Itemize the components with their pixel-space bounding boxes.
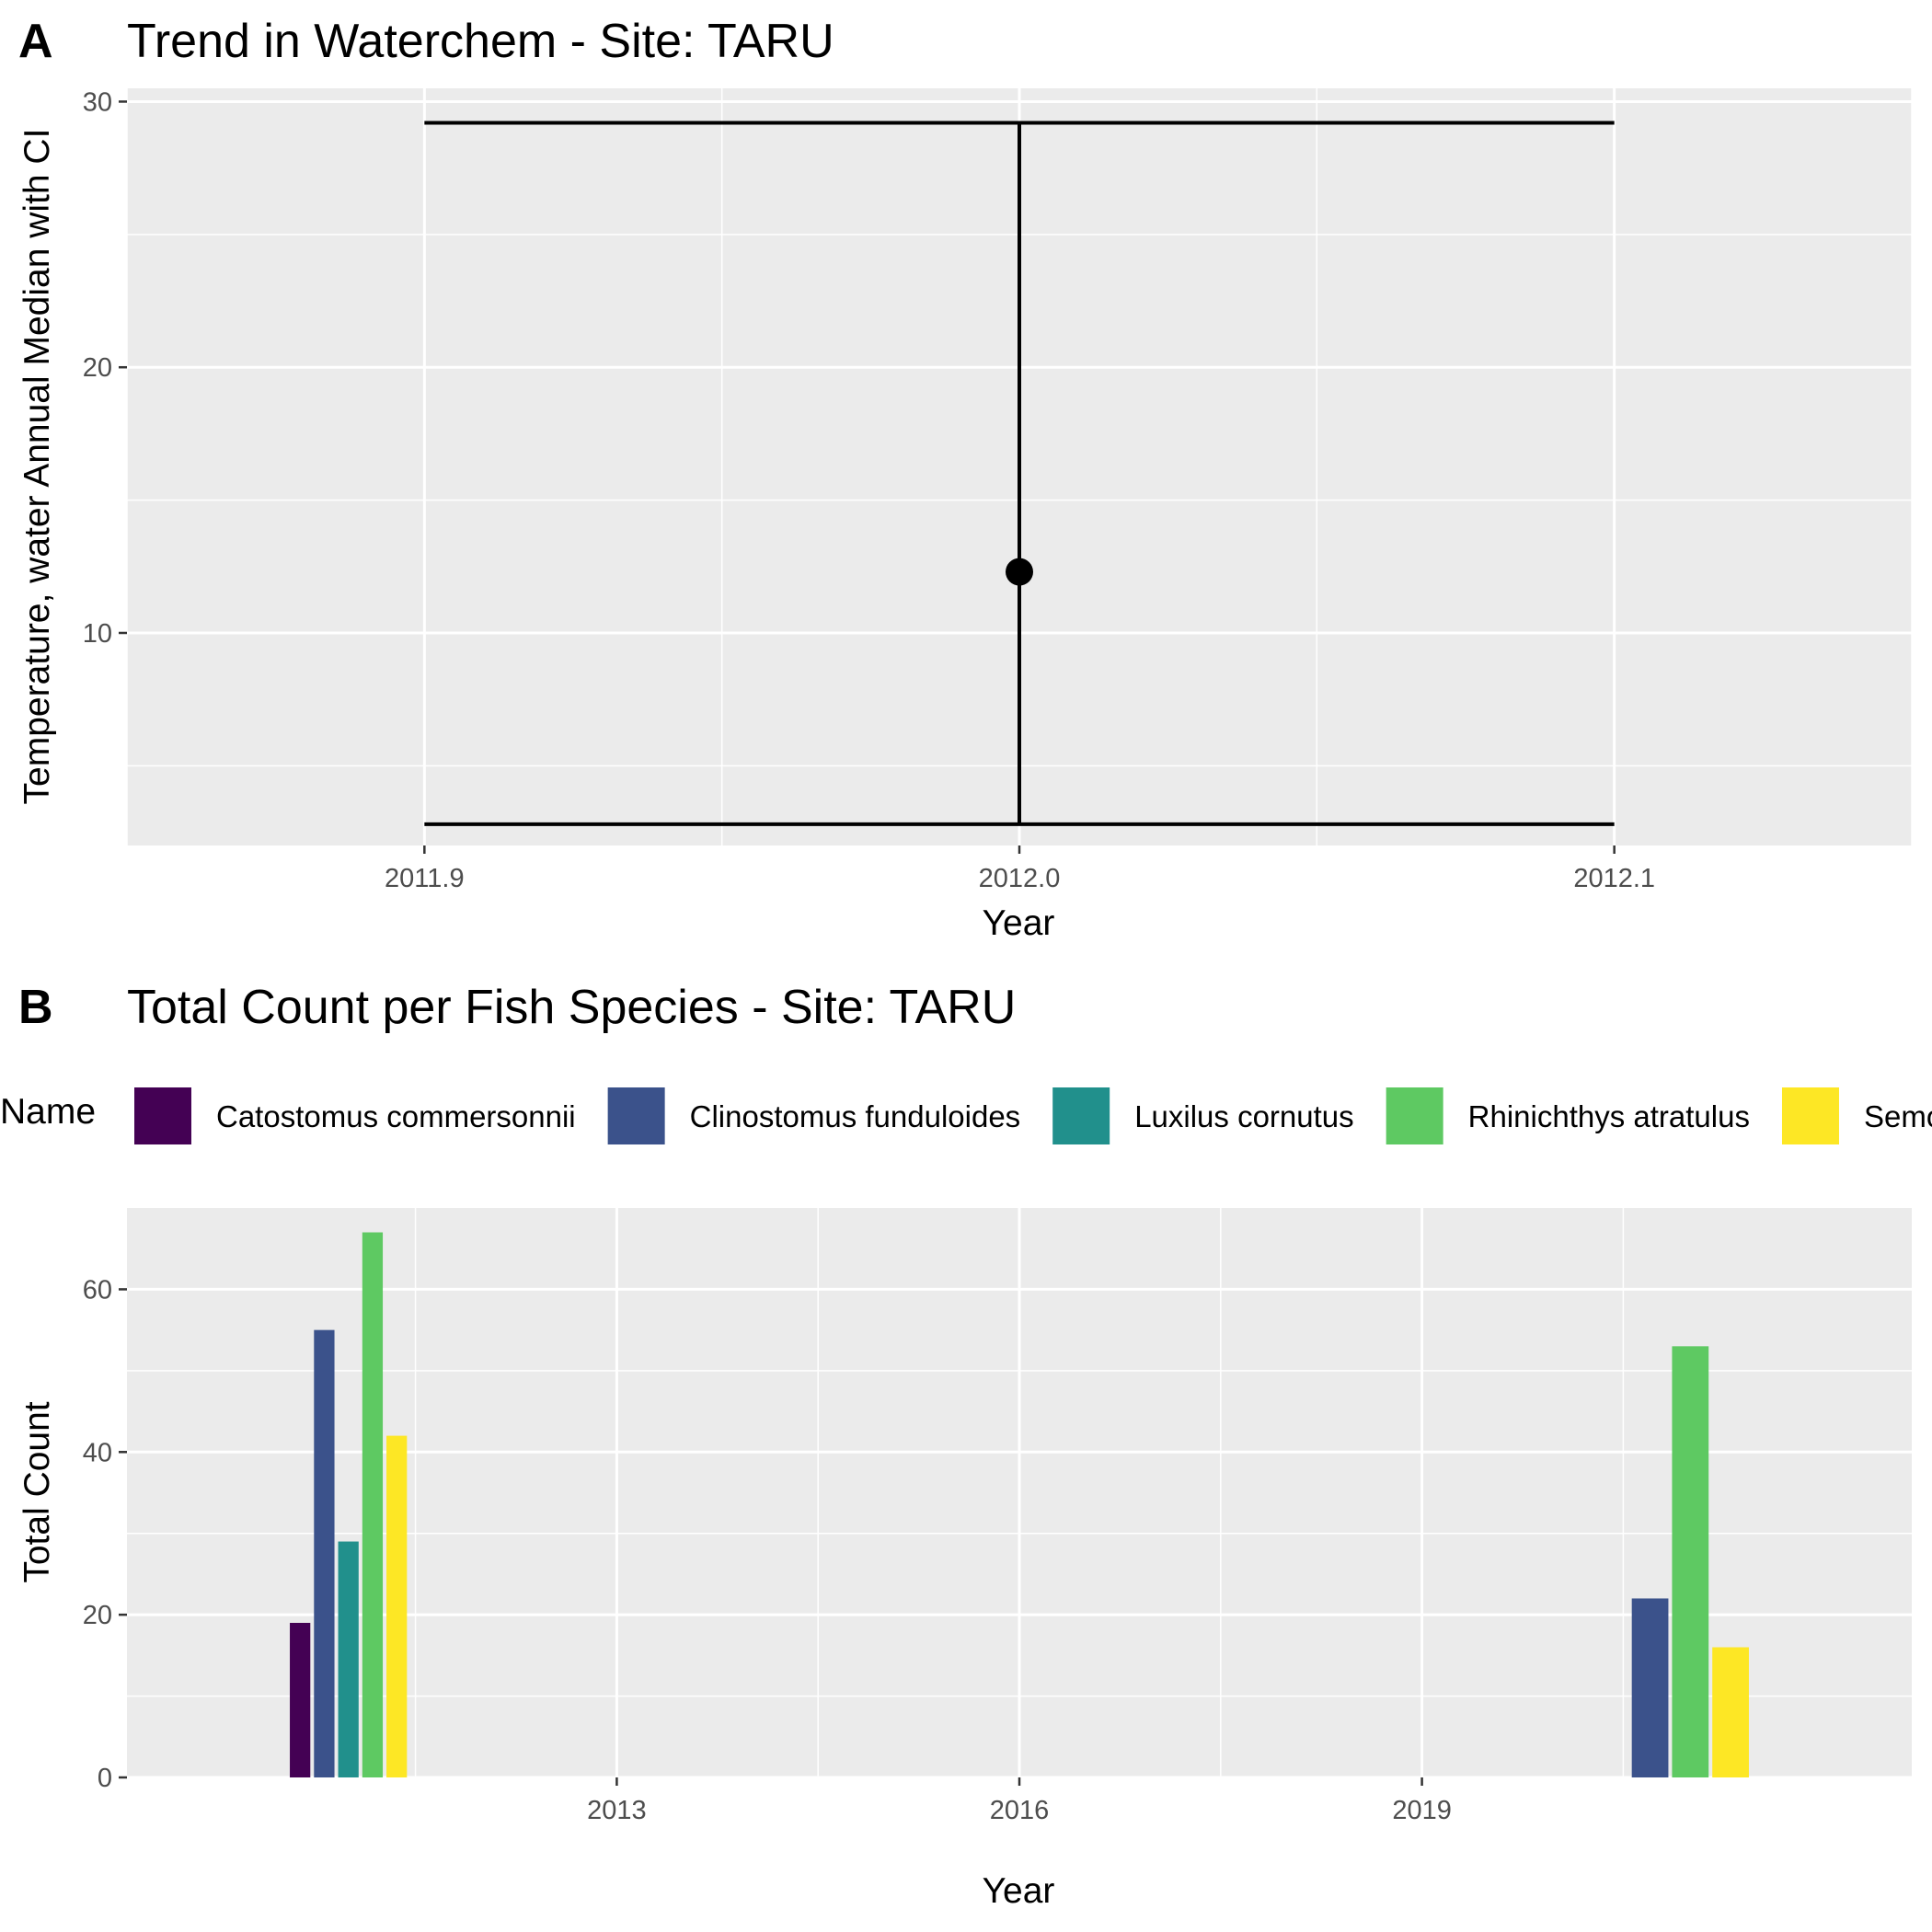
bar [314, 1329, 335, 1777]
y-tick-label: 40 [83, 1438, 112, 1467]
panel-b-axes: 2013 2016 2019 0 20 40 60 [83, 1275, 1452, 1825]
legend-label: Clinostomus funduloides [690, 1099, 1021, 1133]
panel-a: A Trend in Waterchem - Site: TARU 2011.9… [17, 15, 1913, 943]
legend-label: Luxilus cornutus [1134, 1099, 1353, 1133]
legend-key [132, 1086, 193, 1146]
panel-b: B Total Count per Fish Species - Site: T… [0, 981, 1932, 1911]
y-tick-label: 30 [83, 87, 112, 117]
panel-a-x-axis-title: Year [983, 903, 1055, 943]
x-tick-label: 2012.0 [979, 864, 1061, 893]
y-tick-label: 20 [83, 353, 112, 383]
panel-b-x-axis-title: Year [983, 1871, 1055, 1911]
panel-b-tag: B [18, 981, 53, 1034]
panel-b-marks [290, 1232, 1749, 1777]
y-tick-label: 60 [83, 1275, 112, 1305]
x-tick-label: 2011.9 [385, 864, 465, 893]
legend-label: Catostomus commersonnii [216, 1099, 576, 1133]
y-tick-label: 20 [83, 1601, 112, 1630]
panel-b-y-axis-title: Total Count [17, 1401, 57, 1582]
legend-key [1384, 1086, 1445, 1146]
legend-title: Name [0, 1092, 96, 1132]
panel-a-y-axis-title: Temperature, water Annual Median with CI [17, 129, 57, 805]
panel-b-title: Total Count per Fish Species - Site: TAR… [127, 981, 1016, 1034]
median-point [1006, 558, 1033, 586]
panel-b-legend: Name Catostomus commersonnii Clinostomus … [0, 1086, 1932, 1146]
bar [338, 1541, 359, 1777]
bar [290, 1622, 311, 1777]
x-tick-label: 2013 [587, 1796, 647, 1825]
legend-key [605, 1086, 667, 1146]
bar [362, 1232, 384, 1777]
x-tick-label: 2019 [1392, 1796, 1452, 1825]
x-tick-label: 2012.1 [1573, 864, 1655, 893]
legend-key [1779, 1086, 1841, 1146]
bar [1672, 1346, 1709, 1777]
legend-label: Semotilus atromaculatus [1864, 1099, 1932, 1133]
panel-a-title: Trend in Waterchem - Site: TARU [127, 15, 834, 68]
bar [1712, 1647, 1749, 1777]
x-tick-label: 2016 [990, 1796, 1050, 1825]
panel-a-axes: 2011.9 2012.0 2012.1 10 20 30 [83, 87, 1655, 893]
legend-key [1051, 1086, 1112, 1146]
bar [1631, 1598, 1669, 1777]
y-tick-label: 0 [98, 1764, 112, 1793]
panel-a-marks [424, 121, 1615, 826]
panel-a-tag: A [18, 15, 53, 68]
legend-label: Rhinichthys atratulus [1468, 1099, 1750, 1133]
y-tick-label: 10 [83, 619, 112, 649]
bar [386, 1435, 408, 1777]
